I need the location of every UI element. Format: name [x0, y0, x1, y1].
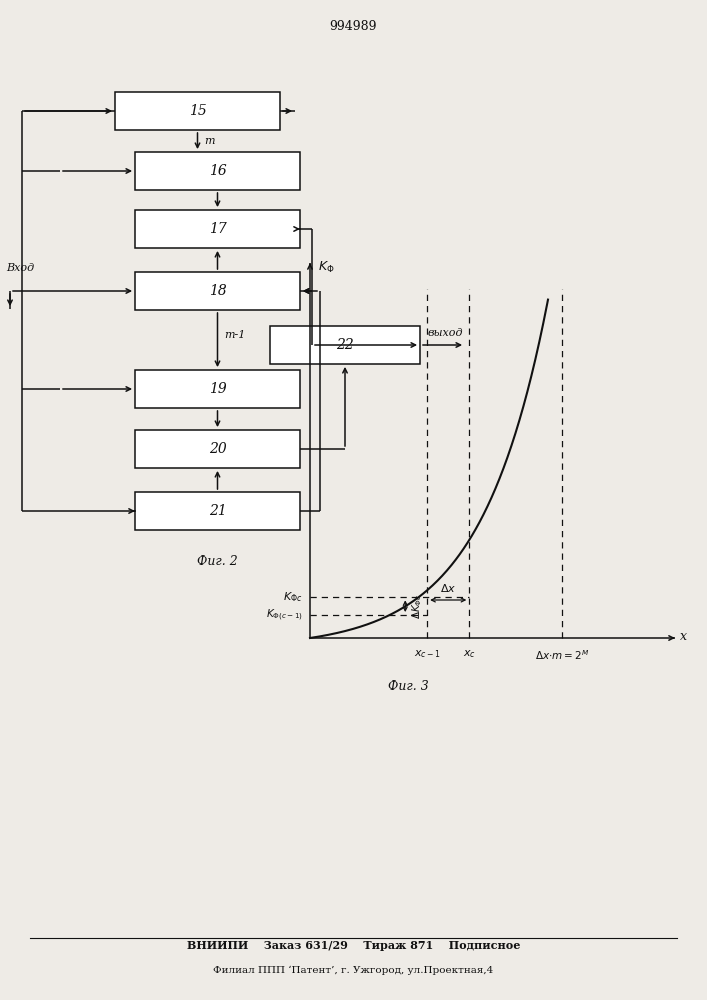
Text: ВНИИПИ    Заказ 631/29    Тираж 871    Подписное: ВНИИПИ Заказ 631/29 Тираж 871 Подписное: [187, 940, 520, 951]
Bar: [135, 370, 300, 408]
Text: 16: 16: [209, 164, 226, 178]
Text: 15: 15: [189, 104, 206, 118]
Bar: [270, 326, 420, 364]
Text: x: x: [680, 630, 687, 643]
Text: m: m: [204, 136, 215, 146]
Text: $\Delta x{\cdot}m{=}2^M$: $\Delta x{\cdot}m{=}2^M$: [535, 648, 589, 662]
Text: $K_{\Phi c}$: $K_{\Phi c}$: [284, 591, 303, 604]
Text: $x_c$: $x_c$: [463, 648, 476, 660]
Text: 994989: 994989: [329, 20, 378, 33]
Text: 21: 21: [209, 504, 226, 518]
Text: $\Delta x$: $\Delta x$: [440, 582, 457, 594]
Text: $K_\Phi$: $K_\Phi$: [318, 260, 334, 275]
Text: Вход: Вход: [6, 263, 34, 273]
Text: выход: выход: [428, 328, 464, 338]
Text: 17: 17: [209, 222, 226, 236]
Text: $\Delta K_{\Phi c}$: $\Delta K_{\Phi c}$: [410, 593, 424, 619]
Bar: [135, 210, 300, 248]
Text: $x_{c-1}$: $x_{c-1}$: [414, 648, 440, 660]
Text: Филиал ППП ‘Патент’, г. Ужгород, ул.Проектная,4: Филиал ППП ‘Патент’, г. Ужгород, ул.Прое…: [214, 966, 493, 975]
Bar: [135, 272, 300, 310]
Text: Фиг. 2: Фиг. 2: [197, 555, 238, 568]
Text: 22: 22: [336, 338, 354, 352]
Bar: [115, 92, 280, 130]
Text: $K_{\Phi(c-1)}$: $K_{\Phi(c-1)}$: [266, 607, 303, 623]
Bar: [135, 430, 300, 468]
Text: 18: 18: [209, 284, 226, 298]
Bar: [135, 492, 300, 530]
Text: 19: 19: [209, 382, 226, 396]
Text: 20: 20: [209, 442, 226, 456]
Bar: [135, 152, 300, 190]
Text: Фиг. 3: Фиг. 3: [387, 680, 428, 693]
Text: m-1: m-1: [225, 330, 246, 340]
